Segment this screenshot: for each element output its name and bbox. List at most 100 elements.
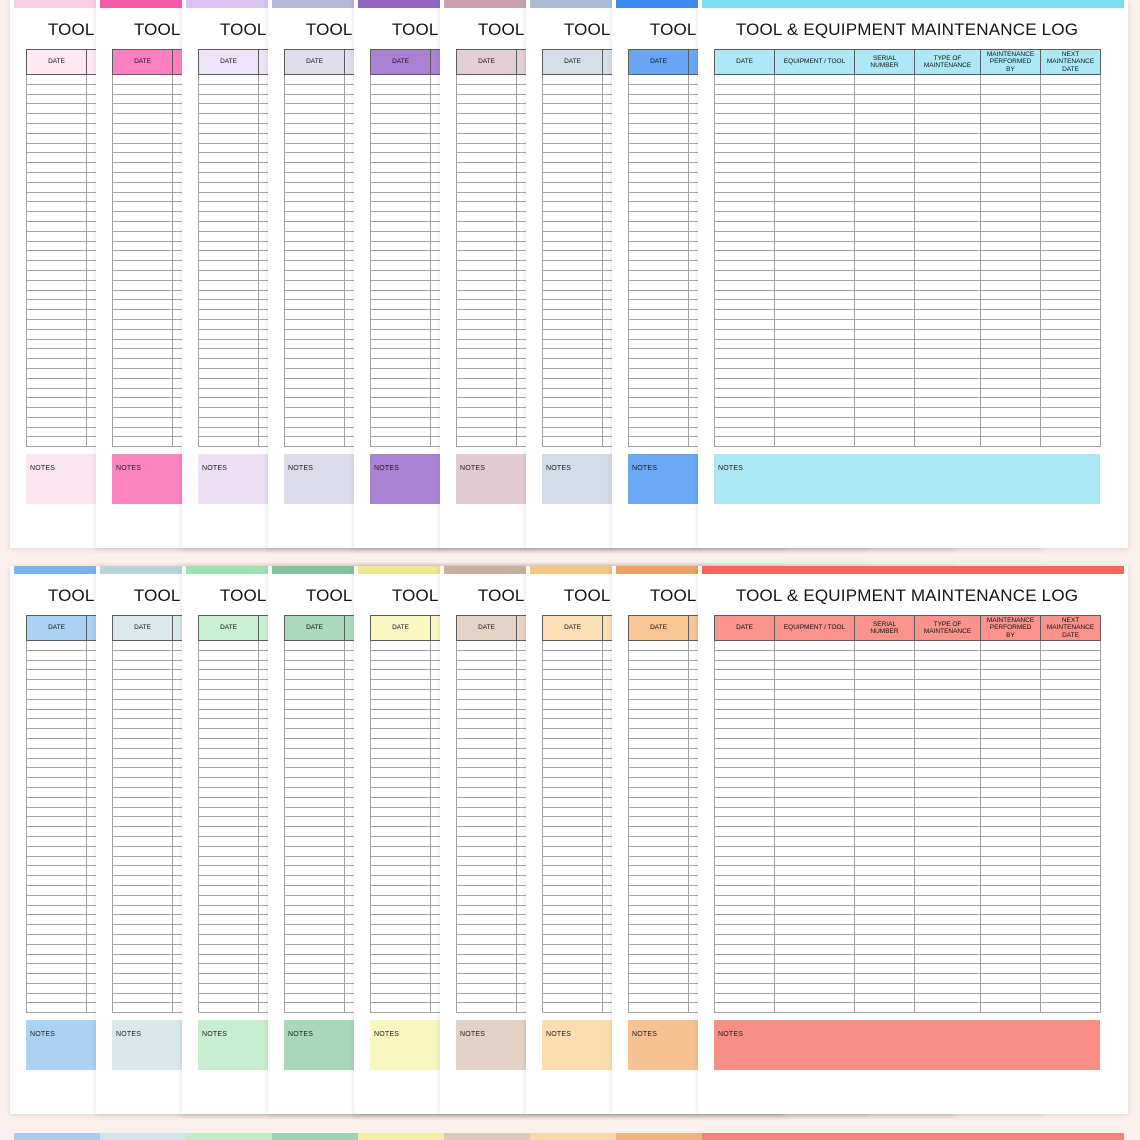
log-cell[interactable] <box>854 835 915 847</box>
log-cell[interactable] <box>456 904 517 916</box>
log-cell[interactable] <box>714 299 775 311</box>
log-cell[interactable] <box>456 728 517 739</box>
log-cell[interactable] <box>26 963 87 975</box>
log-cell[interactable] <box>198 416 259 428</box>
log-cell[interactable] <box>774 777 855 788</box>
log-cell[interactable] <box>980 649 1041 661</box>
log-cell[interactable] <box>284 757 345 769</box>
log-cell[interactable] <box>542 309 603 320</box>
log-cell[interactable] <box>198 328 259 340</box>
log-cell[interactable] <box>26 924 87 935</box>
log-cell[interactable] <box>112 992 173 1004</box>
log-cell[interactable] <box>714 230 775 242</box>
log-cell[interactable] <box>1040 737 1101 749</box>
log-cell[interactable] <box>198 407 259 418</box>
log-cell[interactable] <box>370 992 431 1004</box>
log-cell[interactable] <box>628 640 689 651</box>
log-cell[interactable] <box>26 982 87 994</box>
log-cell[interactable] <box>980 220 1041 232</box>
log-cell[interactable] <box>980 426 1041 438</box>
log-cell[interactable] <box>980 796 1041 808</box>
log-cell[interactable] <box>542 679 603 690</box>
log-cell[interactable] <box>854 279 915 291</box>
log-cell[interactable] <box>914 397 981 409</box>
log-cell[interactable] <box>1040 640 1101 651</box>
log-cell[interactable] <box>26 777 87 788</box>
log-cell[interactable] <box>456 659 517 671</box>
log-cell[interactable] <box>26 436 87 448</box>
log-cell[interactable] <box>26 865 87 877</box>
log-cell[interactable] <box>370 348 431 360</box>
log-cell[interactable] <box>774 816 855 828</box>
log-cell[interactable] <box>26 845 87 857</box>
log-cell[interactable] <box>628 894 689 906</box>
log-cell[interactable] <box>26 806 87 818</box>
log-cell[interactable] <box>26 757 87 769</box>
log-cell[interactable] <box>914 845 981 857</box>
log-cell[interactable] <box>542 201 603 213</box>
log-cell[interactable] <box>774 122 855 134</box>
log-cell[interactable] <box>284 269 345 281</box>
log-cell[interactable] <box>370 1002 431 1014</box>
log-cell[interactable] <box>542 181 603 193</box>
log-cell[interactable] <box>774 230 855 242</box>
log-cell[interactable] <box>26 93 87 105</box>
log-cell[interactable] <box>542 426 603 438</box>
log-cell[interactable] <box>370 171 431 183</box>
log-cell[interactable] <box>370 865 431 877</box>
log-cell[interactable] <box>198 318 259 330</box>
log-cell[interactable] <box>26 309 87 320</box>
log-cell[interactable] <box>456 737 517 749</box>
log-cell[interactable] <box>26 181 87 193</box>
log-cell[interactable] <box>370 289 431 301</box>
log-cell[interactable] <box>980 240 1041 252</box>
log-cell[interactable] <box>112 982 173 994</box>
log-cell[interactable] <box>198 747 259 759</box>
log-cell[interactable] <box>198 74 259 85</box>
log-cell[interactable] <box>914 875 981 886</box>
log-cell[interactable] <box>456 220 517 232</box>
log-cell[interactable] <box>914 737 981 749</box>
log-cell[interactable] <box>714 767 775 779</box>
log-cell[interactable] <box>774 426 855 438</box>
log-cell[interactable] <box>628 377 689 389</box>
log-cell[interactable] <box>284 698 345 710</box>
log-cell[interactable] <box>628 132 689 144</box>
log-cell[interactable] <box>112 83 173 95</box>
log-cell[interactable] <box>714 865 775 877</box>
log-cell[interactable] <box>854 318 915 330</box>
log-cell[interactable] <box>112 698 173 710</box>
log-cell[interactable] <box>980 767 1041 779</box>
log-cell[interactable] <box>26 358 87 369</box>
log-cell[interactable] <box>370 640 431 651</box>
log-cell[interactable] <box>542 220 603 232</box>
log-cell[interactable] <box>26 211 87 222</box>
log-cell[interactable] <box>112 171 173 183</box>
log-cell[interactable] <box>26 74 87 85</box>
log-cell[interactable] <box>198 171 259 183</box>
log-cell[interactable] <box>1040 894 1101 906</box>
log-cell[interactable] <box>628 436 689 448</box>
log-cell[interactable] <box>284 348 345 360</box>
log-cell[interactable] <box>542 904 603 916</box>
log-cell[interactable] <box>456 74 517 85</box>
log-cell[interactable] <box>112 113 173 124</box>
log-cell[interactable] <box>26 796 87 808</box>
log-cell[interactable] <box>914 211 981 222</box>
log-cell[interactable] <box>284 933 345 945</box>
log-cell[interactable] <box>1040 377 1101 389</box>
log-cell[interactable] <box>914 328 981 340</box>
log-cell[interactable] <box>456 191 517 203</box>
log-cell[interactable] <box>914 659 981 671</box>
log-cell[interactable] <box>914 201 981 213</box>
log-cell[interactable] <box>112 377 173 389</box>
log-cell[interactable] <box>542 162 603 173</box>
log-cell[interactable] <box>198 963 259 975</box>
log-cell[interactable] <box>542 74 603 85</box>
log-cell[interactable] <box>774 83 855 95</box>
log-cell[interactable] <box>774 152 855 164</box>
log-cell[interactable] <box>1040 387 1101 399</box>
log-cell[interactable] <box>854 669 915 681</box>
log-cell[interactable] <box>370 83 431 95</box>
log-cell[interactable] <box>980 407 1041 418</box>
